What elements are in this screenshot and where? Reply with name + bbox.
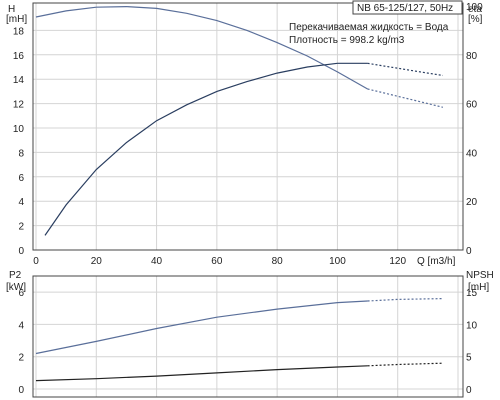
x-tick-label: 80 — [272, 256, 284, 267]
y-left-tick-label: 4 — [18, 197, 24, 208]
y-right-unit-eta: [%] — [468, 14, 483, 25]
y-right-label-eta: eta — [468, 4, 482, 15]
annotation-density: Плотность = 998.2 kg/m3 — [289, 35, 405, 46]
y-left-tick-label: 2 — [18, 353, 24, 364]
y-left-tick-label: 10 — [13, 124, 25, 135]
bottom-plot-frame — [32, 275, 464, 398]
x-tick-label: 20 — [91, 256, 103, 267]
head-curve-line — [35, 5, 368, 90]
y-left-unit-h: [mH] — [6, 14, 27, 25]
head-curve-extension — [367, 88, 444, 108]
bottom-grid — [33, 276, 463, 397]
efficiency-curve-extension — [367, 62, 443, 77]
chart-title: NB 65-125/127, 50Hz — [357, 3, 453, 14]
y-left-tick-label: 6 — [18, 288, 24, 299]
y-right-tick-label: 0 — [466, 385, 472, 396]
y-right-tick-label: 100 — [466, 2, 483, 13]
y-right-tick-label: 60 — [466, 100, 478, 111]
y-right-tick-label: 20 — [466, 197, 478, 208]
bottom-series-group — [35, 298, 443, 382]
y-left-label-h: H — [8, 4, 15, 15]
x-tick-label: 100 — [329, 256, 346, 267]
x-tick-label: 120 — [389, 256, 406, 267]
y-left-tick-label: 12 — [13, 100, 25, 111]
x-tick-label: 40 — [151, 256, 163, 267]
power-curve-extension — [367, 298, 443, 302]
top-series-group — [35, 5, 444, 236]
y-right-tick-label: 0 — [466, 246, 472, 257]
annotation-fluid: Перекачиваемая жидкость = Вода — [289, 22, 449, 33]
title-box — [352, 0, 463, 15]
y-right-label-npsh: NPSH — [466, 270, 494, 281]
y-left-tick-label: 14 — [13, 75, 25, 86]
y-left-tick-label: 18 — [13, 26, 25, 37]
y-left-tick-label: 0 — [18, 246, 24, 257]
y-right-tick-label: 10 — [466, 320, 478, 331]
y-left-tick-label: 2 — [18, 222, 24, 233]
y-right-tick-label: 80 — [466, 51, 478, 62]
x-tick-label: 0 — [33, 256, 39, 267]
npsh-curve-line — [35, 365, 368, 382]
y-left-tick-label: 16 — [13, 51, 25, 62]
y-left-label-p2: P2 — [9, 270, 22, 281]
y-right-tick-label: 40 — [466, 148, 478, 159]
y-left-tick-label: 0 — [18, 385, 24, 396]
x-tick-label: 60 — [211, 256, 223, 267]
x-axis-label: Q [m3/h] — [417, 256, 456, 267]
y-left-tick-label: 8 — [18, 148, 24, 159]
y-right-tick-label: 15 — [466, 288, 478, 299]
power-curve-line — [35, 300, 368, 355]
y-right-tick-label: 5 — [466, 353, 472, 364]
npsh-curve-extension — [367, 362, 443, 367]
efficiency-curve-line — [44, 62, 368, 236]
y-right-unit-npsh: [mH] — [468, 282, 489, 293]
tick-labels: 0 20 40 60 80 100 1200246810121416180204060801… — [13, 2, 483, 396]
y-left-tick-label: 6 — [18, 173, 24, 184]
y-left-unit-p2: [kW] — [6, 282, 26, 293]
top-plot-frame — [32, 2, 464, 251]
y-left-tick-label: 4 — [18, 320, 24, 331]
